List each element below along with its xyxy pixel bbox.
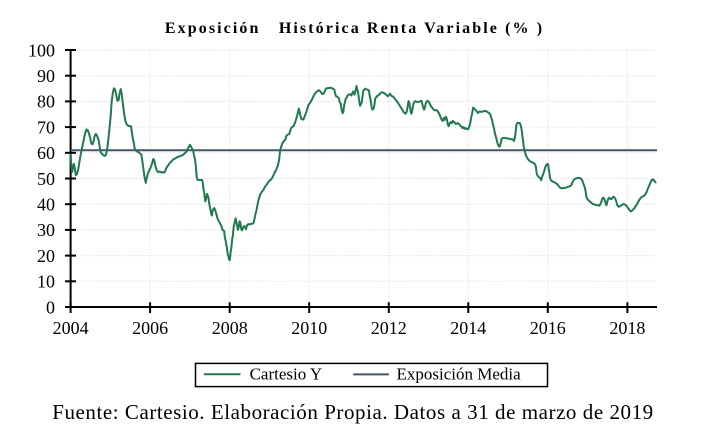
svg-text:10: 10: [37, 272, 55, 292]
svg-text:Cartesio Y: Cartesio Y: [250, 365, 323, 384]
svg-text:80: 80: [37, 92, 55, 112]
svg-text:2018: 2018: [609, 318, 645, 338]
svg-text:90: 90: [37, 66, 55, 86]
svg-text:2012: 2012: [371, 318, 407, 338]
svg-text:0: 0: [46, 297, 55, 317]
svg-text:30: 30: [37, 220, 55, 240]
svg-text:60: 60: [37, 143, 55, 163]
svg-text:2016: 2016: [530, 318, 566, 338]
svg-text:70: 70: [37, 117, 55, 137]
svg-text:2014: 2014: [450, 318, 486, 338]
svg-text:50: 50: [37, 169, 55, 189]
svg-text:Fuente: Cartesio. Elaboración: Fuente: Cartesio. Elaboración Propia. Da…: [52, 400, 653, 424]
svg-text:40: 40: [37, 195, 55, 215]
svg-text:Exposición Media: Exposición Media: [397, 365, 522, 384]
svg-text:2004: 2004: [53, 318, 89, 338]
svg-text:20: 20: [37, 246, 55, 266]
svg-text:2010: 2010: [291, 318, 327, 338]
svg-text:2008: 2008: [212, 318, 248, 338]
svg-text:2006: 2006: [132, 318, 168, 338]
svg-text:Exposición Histórica Renta V: Exposición Histórica Renta Variable (% ): [165, 20, 544, 37]
svg-text:100: 100: [28, 40, 55, 60]
